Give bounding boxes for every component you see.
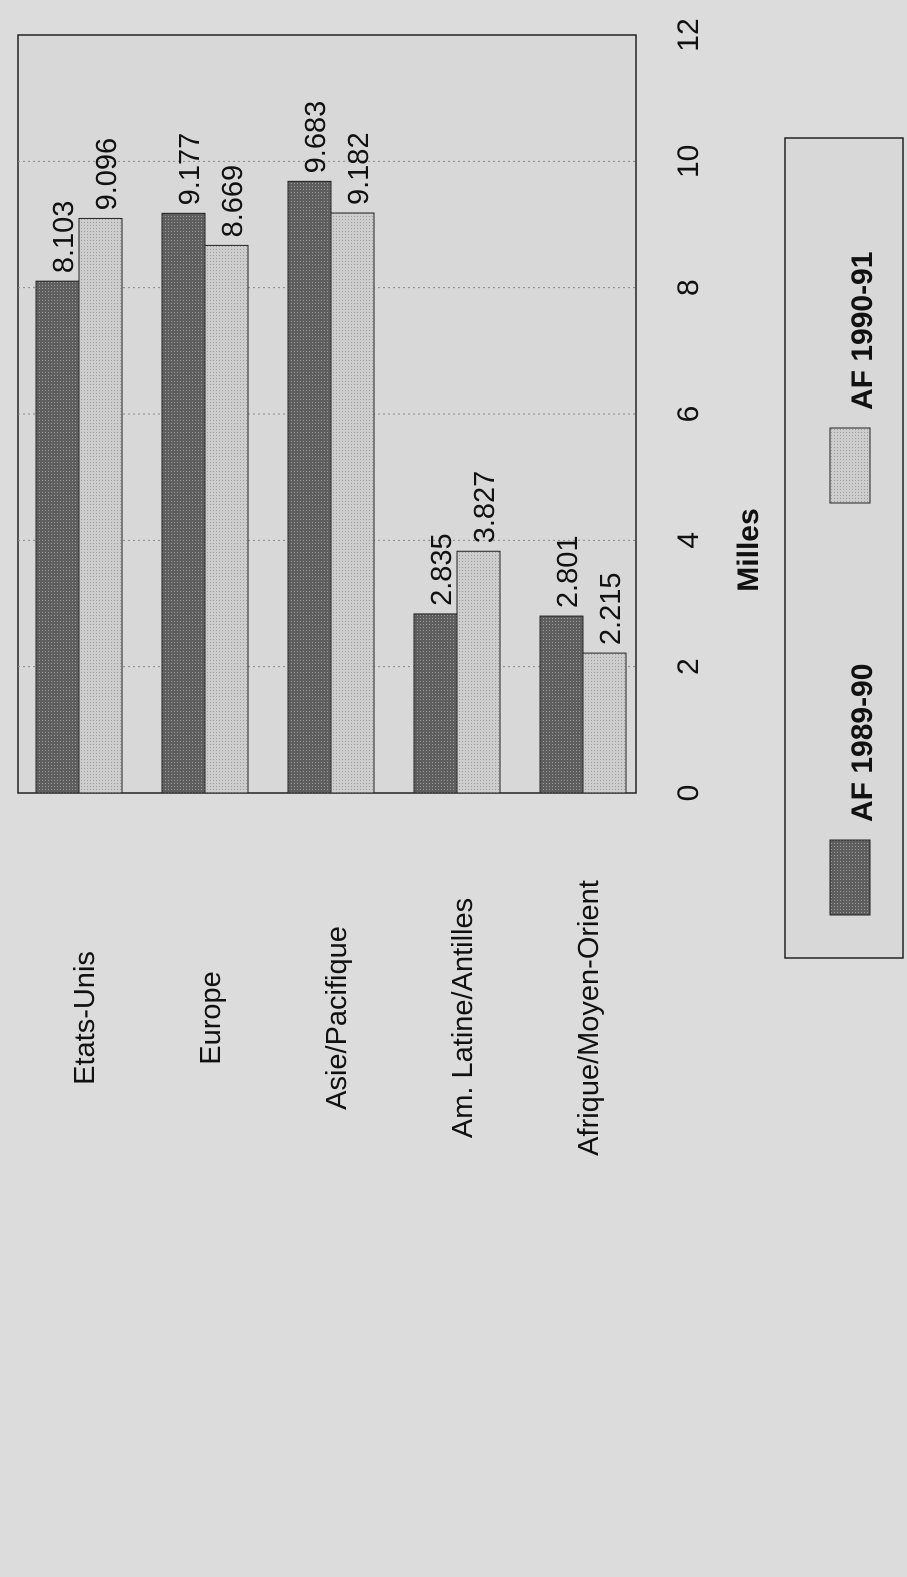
- data-label: 9.182: [343, 132, 375, 205]
- x-tick-label: 8: [672, 279, 705, 296]
- bar: [78, 217, 123, 794]
- data-label: 9.177: [174, 133, 206, 206]
- x-axis-title: Milles: [732, 508, 765, 591]
- x-tick-label: 10: [672, 145, 705, 178]
- legend-swatch-1990-91: [829, 427, 871, 504]
- category-label: Asie/Pacifique: [321, 926, 353, 1110]
- data-label: 2.215: [595, 573, 627, 646]
- data-label: 2.835: [426, 533, 458, 606]
- legend-label-1989-90: AF 1989-90: [846, 664, 879, 822]
- grid: [18, 160, 636, 668]
- bar: [456, 550, 501, 794]
- bars: [35, 180, 627, 794]
- bar: [413, 613, 458, 794]
- x-tick-label: 0: [672, 785, 705, 802]
- x-tick-label: 2: [672, 658, 705, 675]
- legend-label-1990-91: AF 1990-91: [846, 252, 879, 410]
- legend-swatch-1989-90: [829, 839, 871, 916]
- data-label: 3.827: [469, 471, 501, 544]
- data-label: 9.683: [300, 101, 332, 174]
- category-label: Am. Latine/Antilles: [447, 898, 479, 1138]
- data-label: 8.103: [48, 201, 80, 274]
- legend: AF 1989-90 AF 1990-91: [784, 137, 904, 959]
- data-label: 8.669: [217, 165, 249, 238]
- data-labels: 8.103 9.096 9.177 8.669 9.683 9.182 2.835 3.827…: [48, 101, 627, 645]
- bar: [161, 212, 206, 794]
- bar: [204, 244, 249, 794]
- bar: [330, 212, 375, 794]
- category-label: Europe: [195, 971, 227, 1065]
- bar: [582, 652, 627, 794]
- legend-box: [784, 137, 904, 959]
- x-tick-label: 4: [672, 532, 705, 549]
- x-tick-label: 12: [672, 18, 705, 51]
- bar: [287, 180, 332, 794]
- category-label: Afrique/Moyen-Orient: [573, 880, 605, 1156]
- bar: [35, 280, 80, 794]
- category-labels: Etats-Unis Europe Asie/Pacifique Am. Latine…: [69, 880, 605, 1156]
- category-label: Etats-Unis: [69, 951, 101, 1085]
- bar: [539, 615, 584, 794]
- x-tick-label: 6: [672, 406, 705, 423]
- data-label: 2.801: [552, 535, 584, 608]
- x-ticks: 0 2 4 6 8 10 12: [672, 18, 705, 801]
- data-label: 9.096: [91, 138, 123, 211]
